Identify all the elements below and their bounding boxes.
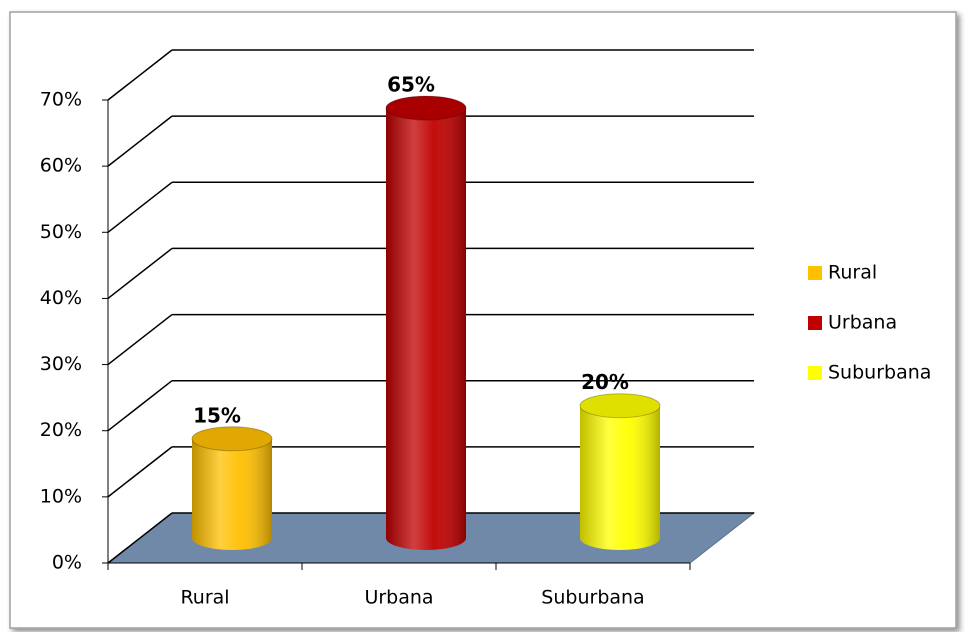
- y-tick-label: 50%: [40, 221, 82, 243]
- bar-shade: [580, 393, 660, 550]
- y-tick-label: 10%: [40, 485, 82, 507]
- x-tick-label: Suburbana: [541, 587, 644, 609]
- bar-top: [385, 95, 467, 121]
- side-grid-line: [107, 380, 173, 432]
- y-tick-label: 30%: [40, 353, 82, 375]
- side-grid-line: [107, 49, 173, 101]
- side-grid-line: [107, 181, 173, 233]
- bar-top-shade: [192, 426, 272, 451]
- legend-swatch: [808, 266, 822, 280]
- side-grid-line: [107, 115, 173, 167]
- legend-label: Rural: [828, 262, 877, 284]
- bar-top: [579, 393, 661, 419]
- value-label: 15%: [193, 403, 241, 427]
- x-tick-label: Rural: [180, 587, 229, 609]
- value-label: 65%: [387, 73, 435, 97]
- y-tick-label: 40%: [40, 287, 82, 309]
- y-tick-label: 60%: [40, 155, 82, 177]
- legend-label: Suburbana: [828, 362, 931, 384]
- bar-top-shade: [580, 393, 660, 418]
- y-tick-label: 20%: [40, 419, 82, 441]
- legend-label: Urbana: [828, 312, 897, 334]
- side-grid-line: [107, 446, 173, 498]
- legend-swatch: [808, 366, 822, 380]
- bar-shade: [386, 96, 466, 550]
- value-label: 20%: [581, 370, 629, 394]
- y-tick-label: 70%: [40, 89, 82, 111]
- bar-top: [191, 426, 273, 452]
- legend-swatch: [808, 316, 822, 330]
- side-grid-line: [107, 313, 173, 366]
- y-tick-label: 0%: [52, 552, 82, 574]
- bar-shade: [192, 426, 272, 550]
- side-grid-line: [107, 247, 173, 300]
- side-grid-line: [107, 512, 173, 564]
- bar-top-shade: [386, 96, 466, 121]
- x-tick-label: Urbana: [364, 587, 433, 609]
